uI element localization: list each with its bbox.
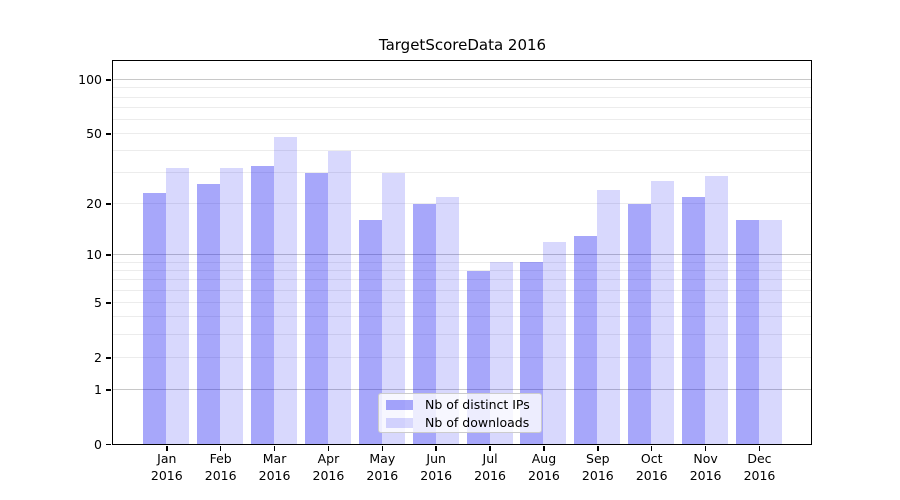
y-tick-label: 20 xyxy=(86,196,102,212)
bar-downloads-sep xyxy=(597,189,621,444)
legend: Nb of distinct IPs Nb of downloads xyxy=(378,393,542,433)
x-tick-mark xyxy=(219,446,222,451)
x-tick-label-feb: Feb 2016 xyxy=(204,451,237,483)
x-tick-mark xyxy=(489,446,491,451)
y-tick-mark xyxy=(106,389,111,391)
y-tick-mark xyxy=(106,443,111,446)
bar-distinct-ips-sep xyxy=(574,235,598,444)
y-tick-mark xyxy=(106,357,111,359)
bar-downloads-nov xyxy=(705,175,729,444)
bar-distinct-ips-nov xyxy=(682,196,706,444)
y-tick-label: 2 xyxy=(94,349,102,365)
x-tick-label-jul: Jul 2016 xyxy=(474,451,506,483)
minor-gridline xyxy=(113,119,811,121)
x-tick-label-jan: Jan 2016 xyxy=(150,451,183,483)
bar-distinct-ips-mar xyxy=(251,165,275,444)
x-tick-mark xyxy=(543,446,545,451)
minor-gridline xyxy=(113,87,811,89)
x-tick-mark xyxy=(273,446,276,451)
legend-item-distinct-ips: Nb of distinct IPs xyxy=(386,396,541,414)
x-tick-mark xyxy=(327,446,330,451)
legend-swatch-downloads xyxy=(386,418,413,428)
legend-item-downloads: Nb of downloads xyxy=(386,414,541,432)
bar-distinct-ips-jan xyxy=(143,193,167,444)
y-tick-mark xyxy=(106,133,111,135)
bar-downloads-apr xyxy=(327,150,351,444)
bar-distinct-ips-may xyxy=(358,220,382,444)
chart-title: TargetScoreData 2016 xyxy=(378,36,547,54)
bar-downloads-aug xyxy=(543,241,567,444)
minor-gridline xyxy=(113,172,811,174)
minor-gridline xyxy=(113,107,811,109)
x-tick-label-oct: Oct 2016 xyxy=(635,451,668,483)
x-tick-mark xyxy=(758,446,761,451)
bar-downloads-oct xyxy=(651,180,675,444)
y-tick-label: 100 xyxy=(78,72,102,88)
bar-downloads-feb xyxy=(220,168,244,444)
y-tick-mark xyxy=(106,203,111,205)
x-tick-label-nov: Nov 2016 xyxy=(689,451,722,483)
bar-downloads-jun xyxy=(435,196,459,444)
bar-downloads-jan xyxy=(166,168,190,444)
y-tick-mark xyxy=(106,254,111,256)
y-tick-label: 50 xyxy=(86,126,102,142)
bar-downloads-dec xyxy=(758,220,782,444)
x-tick-label-apr: Apr 2016 xyxy=(312,451,345,483)
x-tick-mark xyxy=(704,446,707,451)
bar-distinct-ips-dec xyxy=(735,220,759,444)
x-tick-label-jun: Jun 2016 xyxy=(420,451,453,483)
y-tick-mark xyxy=(106,302,111,304)
x-tick-mark xyxy=(597,446,599,451)
legend-swatch-distinct-ips xyxy=(386,400,413,410)
bar-distinct-ips-oct xyxy=(628,203,652,444)
bar-distinct-ips-apr xyxy=(304,172,328,444)
legend-label-distinct-ips: Nb of distinct IPs xyxy=(425,397,530,412)
x-tick-mark xyxy=(435,446,437,451)
x-tick-label-aug: Aug 2016 xyxy=(528,451,560,483)
x-tick-mark xyxy=(166,446,168,451)
minor-gridline xyxy=(113,150,811,152)
x-tick-mark xyxy=(381,446,384,451)
y-tick-mark xyxy=(106,79,111,81)
bar-downloads-may xyxy=(381,172,405,444)
bar-distinct-ips-feb xyxy=(197,183,221,444)
y-tick-label: 1 xyxy=(94,381,102,397)
minor-gridline xyxy=(113,133,811,135)
plot-area: Nb of distinct IPs Nb of downloads xyxy=(112,60,812,445)
x-tick-label-mar: Mar 2016 xyxy=(258,451,291,483)
legend-label-downloads: Nb of downloads xyxy=(425,415,530,430)
y-tick-label: 5 xyxy=(94,295,102,311)
x-tick-label-may: May 2016 xyxy=(366,451,399,483)
major-gridline xyxy=(113,79,811,81)
minor-gridline xyxy=(113,96,811,98)
bar-distinct-ips-jun xyxy=(412,203,436,444)
x-tick-label-sep: Sep 2016 xyxy=(581,451,614,483)
x-tick-label-dec: Dec 2016 xyxy=(743,451,776,483)
bar-downloads-mar xyxy=(274,136,298,444)
y-tick-label: 10 xyxy=(86,247,102,263)
x-tick-mark xyxy=(650,446,653,451)
y-tick-label: 0 xyxy=(94,436,102,452)
